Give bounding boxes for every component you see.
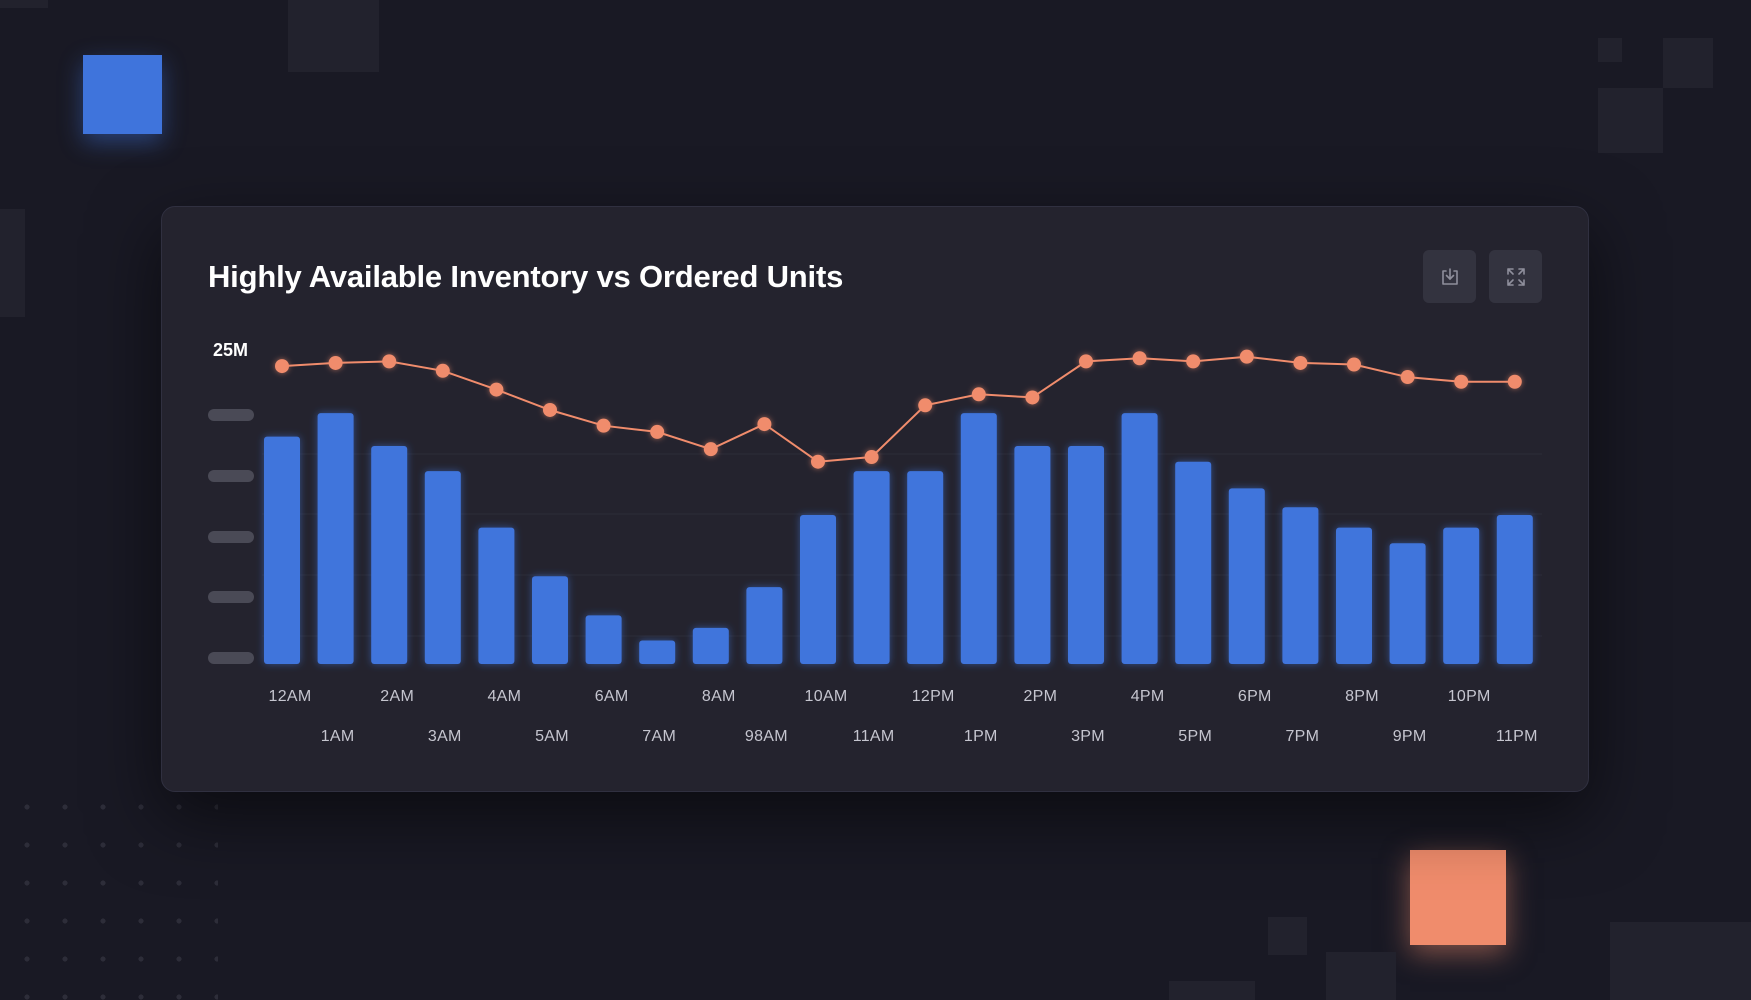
line-point-7AM[interactable] — [650, 424, 665, 439]
x-tick-label: 2PM — [1023, 688, 1057, 705]
ordered-units-line — [281, 355, 1515, 463]
decor-dot-grid — [8, 788, 218, 1000]
bar-11PM[interactable] — [1496, 515, 1533, 664]
bar-6PM[interactable] — [1228, 488, 1265, 664]
line-point-1AM[interactable] — [328, 355, 343, 370]
bar-12PM[interactable] — [907, 471, 944, 664]
x-tick-label: 7PM — [1285, 728, 1319, 745]
decor-square — [0, 209, 25, 317]
bar-3PM[interactable] — [1068, 446, 1104, 664]
bar-1PM[interactable] — [960, 413, 997, 664]
y-tick-placeholder — [208, 470, 254, 482]
bar-11AM[interactable] — [853, 471, 890, 664]
bar-10AM[interactable] — [800, 515, 836, 664]
bar-9PM[interactable] — [1389, 543, 1426, 664]
line-point-3PM[interactable] — [1079, 354, 1093, 369]
chart-title: Highly Available Inventory vs Ordered Un… — [208, 259, 844, 294]
bar-6AM[interactable] — [585, 615, 622, 664]
y-tick-placeholder — [208, 531, 254, 543]
y-tick-placeholder — [208, 652, 254, 664]
decor-square — [1663, 38, 1713, 88]
decor-square — [1268, 917, 1307, 955]
x-tick-label: 12PM — [912, 688, 955, 705]
line-point-12AM[interactable] — [275, 359, 289, 374]
y-axis-top-label: 25M — [213, 340, 248, 360]
x-tick-label: 98AM — [745, 728, 788, 745]
decor-square — [1169, 981, 1255, 1000]
x-tick-label: 5AM — [535, 728, 569, 745]
line-point-2PM[interactable] — [1025, 390, 1040, 405]
x-tick-label: 7AM — [642, 728, 676, 745]
decor-square — [1598, 38, 1622, 62]
line-point-10PM[interactable] — [1454, 374, 1469, 389]
line-point-1PM[interactable] — [971, 387, 986, 402]
line-point-3AM[interactable] — [435, 363, 450, 378]
line-point-7PM[interactable] — [1293, 355, 1308, 370]
line-point-10AM[interactable] — [811, 454, 825, 469]
line-point-8PM[interactable] — [1347, 357, 1361, 372]
bar-10PM[interactable] — [1443, 527, 1480, 664]
x-tick-label: 10AM — [805, 688, 848, 705]
x-tick-label: 4AM — [487, 688, 521, 705]
decor-square — [1326, 952, 1396, 1000]
line-point-9PM[interactable] — [1400, 370, 1415, 385]
bar-98AM[interactable] — [746, 587, 783, 664]
x-tick-label: 1AM — [321, 728, 355, 745]
x-tick-label: 3PM — [1071, 728, 1105, 745]
decor-square — [1598, 88, 1663, 153]
bar-7PM[interactable] — [1282, 507, 1319, 664]
x-tick-label: 11PM — [1496, 728, 1538, 745]
decor-square — [0, 0, 48, 8]
bar-1AM[interactable] — [317, 413, 354, 664]
x-tick-label: 11AM — [853, 728, 895, 745]
y-tick-placeholder — [208, 409, 254, 421]
bar-5AM[interactable] — [532, 576, 568, 664]
line-point-12PM[interactable] — [918, 398, 933, 413]
line-point-4PM[interactable] — [1132, 351, 1147, 366]
x-tick-label: 1PM — [964, 728, 998, 745]
x-tick-label: 5PM — [1178, 728, 1212, 745]
chart-plot: 25M 12AM 1AM 2AM 3AM 4AM 5AM 6AM 7AM 8AM 98AM 10AM… — [208, 340, 1542, 745]
x-tick-label: 9PM — [1393, 728, 1427, 745]
x-tick-label: 12AM — [269, 688, 312, 705]
x-tick-label: 8PM — [1345, 688, 1379, 705]
x-tick-label: 10PM — [1448, 688, 1491, 705]
bar-5PM[interactable] — [1175, 461, 1212, 664]
line-point-4AM[interactable] — [489, 382, 504, 397]
x-tick-label: 3AM — [428, 728, 462, 745]
x-tick-label: 6AM — [595, 688, 629, 705]
line-point-8AM[interactable] — [703, 442, 718, 457]
download-button[interactable] — [1423, 250, 1476, 303]
decor-square — [288, 0, 379, 72]
bar-8AM[interactable] — [692, 627, 729, 664]
bar-4AM[interactable] — [478, 527, 515, 664]
decor-orange-square — [1410, 850, 1506, 945]
bar-2PM[interactable] — [1014, 446, 1051, 664]
download-icon — [1439, 266, 1461, 288]
line-point-5PM[interactable] — [1186, 354, 1201, 369]
decor-square — [1610, 922, 1751, 1000]
bar-2AM[interactable] — [371, 446, 408, 664]
x-tick-label: 2AM — [380, 688, 414, 705]
line-point-2AM[interactable] — [382, 354, 397, 369]
x-tick-label: 6PM — [1238, 688, 1272, 705]
y-tick-placeholder — [208, 591, 254, 603]
bar-3AM[interactable] — [424, 471, 461, 664]
expand-button[interactable] — [1489, 250, 1542, 303]
bar-8PM[interactable] — [1336, 527, 1372, 664]
chart-card: Highly Available Inventory vs Ordered Un… — [161, 206, 1589, 792]
line-point-6PM[interactable] — [1239, 349, 1254, 364]
line-point-98AM[interactable] — [757, 417, 772, 432]
line-point-11PM[interactable] — [1507, 374, 1522, 389]
decor-blue-square — [83, 55, 162, 134]
bar-12AM[interactable] — [264, 436, 300, 664]
x-tick-label: 8AM — [702, 688, 736, 705]
x-tick-label: 4PM — [1131, 688, 1165, 705]
line-point-5AM[interactable] — [543, 402, 557, 417]
expand-icon — [1505, 266, 1527, 288]
line-point-11AM[interactable] — [864, 450, 879, 465]
line-point-6AM[interactable] — [596, 418, 611, 433]
bar-4PM[interactable] — [1121, 413, 1158, 664]
bar-7AM[interactable] — [639, 640, 676, 664]
